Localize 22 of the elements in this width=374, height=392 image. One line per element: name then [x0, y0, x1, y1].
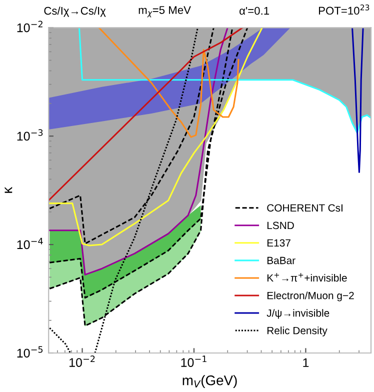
text: Cs/Iχ→Cs/Iχ — [44, 6, 106, 17]
y-tick-label: 10$^{−3}$ — [17, 129, 43, 141]
line-series — [352, 28, 364, 174]
text: POT=10$^{23}$ — [318, 4, 370, 15]
legend-label: LSND — [267, 222, 294, 230]
x-axis-title: m$_{V}$(GeV) — [182, 375, 237, 388]
legend-label: BaBar — [267, 256, 296, 264]
x-tick-label: 1 — [303, 358, 309, 367]
y-axis-title: κ — [4, 186, 12, 193]
text: α'=0.1 — [240, 6, 270, 15]
y-tick-label: 10$^{−5}$ — [17, 346, 43, 358]
y-tick-label: 10$^{−4}$ — [17, 238, 43, 250]
legend-label: J/ψ→invisible — [266, 309, 330, 319]
legend-label: Relic Density — [267, 326, 328, 336]
legend-label: K$^{+}$→π$^{+}$+invisible — [267, 272, 347, 282]
x-tick-label: 10$^{−2}$ — [70, 356, 95, 367]
legend-label: Electron/Muon g−2 — [267, 292, 354, 302]
text: m$_{χ}$=5 MeV — [138, 6, 191, 18]
x-tick-label: 10$^{−1}$ — [181, 356, 206, 367]
y-tick-label: 10$^{−2}$ — [17, 20, 42, 32]
legend-label: E137 — [267, 239, 290, 247]
legend-label: COHERENT CsI — [267, 204, 342, 212]
